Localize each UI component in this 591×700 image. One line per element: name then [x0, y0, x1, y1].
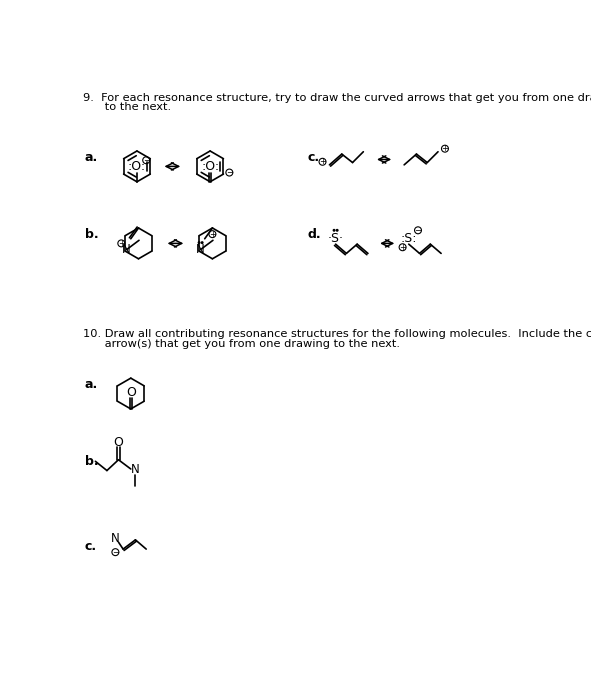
Text: c.: c.: [85, 540, 97, 552]
Text: N: N: [131, 463, 140, 476]
Text: :O:: :O:: [201, 160, 219, 173]
Text: 10. Draw all contributing resonance structures for the following molecules.  Inc: 10. Draw all contributing resonance stru…: [83, 329, 591, 339]
Text: ·S·: ·S·: [327, 232, 343, 244]
Text: N: N: [122, 243, 131, 256]
Text: +: +: [118, 239, 125, 248]
Text: :S:: :S:: [401, 232, 417, 244]
Circle shape: [333, 230, 335, 231]
Text: −: −: [226, 168, 233, 177]
Text: a.: a.: [85, 378, 98, 391]
Text: N: N: [196, 243, 205, 256]
Text: :O:: :O:: [128, 160, 146, 173]
Text: +: +: [441, 144, 449, 153]
Text: O: O: [126, 386, 136, 399]
Circle shape: [202, 242, 203, 244]
Circle shape: [336, 230, 338, 231]
Text: 9.  For each resonance structure, try to draw the curved arrows that get you fro: 9. For each resonance structure, try to …: [83, 93, 591, 103]
Circle shape: [199, 242, 200, 244]
Text: N: N: [111, 532, 120, 545]
Text: arrow(s) that get you from one drawing to the next.: arrow(s) that get you from one drawing t…: [83, 339, 400, 349]
Text: −: −: [142, 155, 150, 164]
Text: −: −: [112, 547, 119, 556]
Text: −: −: [414, 226, 421, 234]
Text: d.: d.: [308, 228, 322, 241]
Text: to the next.: to the next.: [83, 102, 171, 113]
Text: O: O: [113, 435, 124, 449]
Text: c.: c.: [308, 150, 320, 164]
Text: b.: b.: [85, 228, 98, 241]
Text: +: +: [319, 158, 326, 167]
Text: a.: a.: [85, 150, 98, 164]
Text: +: +: [399, 243, 406, 252]
Text: b.: b.: [85, 455, 98, 468]
Text: +: +: [209, 230, 216, 239]
